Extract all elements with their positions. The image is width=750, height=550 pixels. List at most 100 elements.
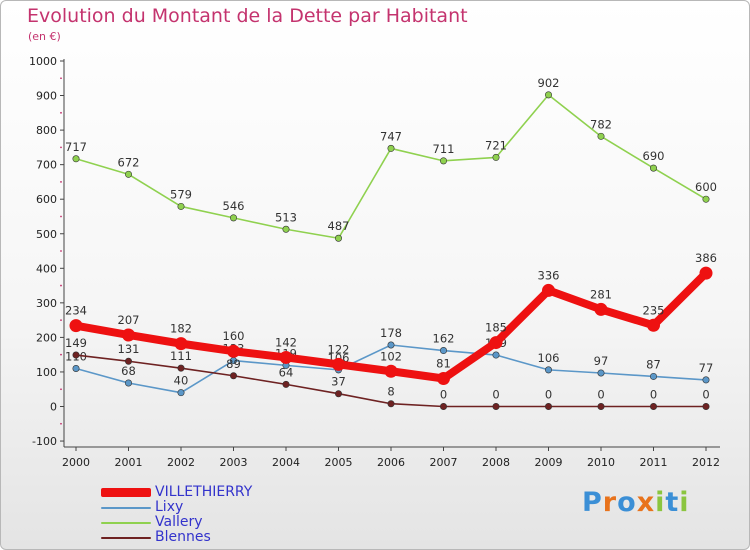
y-tick-label: 500 [36, 228, 57, 241]
y-tick-label: 300 [36, 297, 57, 310]
y-minor-tick [60, 353, 62, 356]
y-minor-tick [60, 250, 62, 252]
data-label: 8 [387, 385, 394, 399]
data-label: 149 [65, 336, 87, 350]
y-minor-tick [60, 146, 62, 149]
x-tick-label: 2012 [692, 456, 720, 469]
data-label: 690 [643, 149, 665, 163]
data-label: 89 [226, 357, 241, 371]
data-label: 81 [436, 357, 451, 371]
y-tick-label: -100 [32, 435, 57, 448]
legend-swatch [101, 537, 151, 539]
legend-item-vallery: Vallery [101, 514, 301, 530]
y-tick-label: 800 [36, 124, 57, 137]
legend-item-villethierry: VILLETHIERRY [101, 484, 301, 500]
data-point [492, 351, 500, 359]
x-tick-label: 2003 [220, 456, 248, 469]
series-vallery: 717 672 579 546 513 487 747 711 721 902 782 690 600 [65, 76, 717, 242]
data-point [492, 402, 500, 410]
chart-unit: (en €) [28, 30, 61, 43]
data-point [544, 366, 552, 374]
data-point [647, 318, 660, 332]
data-label: 0 [440, 388, 447, 402]
data-point [334, 390, 342, 398]
data-label: 717 [65, 140, 87, 154]
chart-legend: VILLETHIERRY Lixy Vallery Blennes [101, 484, 301, 545]
data-point [177, 364, 185, 372]
data-point [594, 302, 608, 316]
data-label: 182 [170, 322, 192, 336]
data-point [702, 195, 710, 203]
y-minor-tick [60, 284, 62, 287]
data-point [649, 164, 657, 172]
data-point [125, 379, 133, 387]
chart-title: Evolution du Montant de la Dette par Hab… [27, 5, 468, 27]
data-label: 40 [174, 374, 189, 388]
data-point [177, 202, 185, 210]
proxiti-logo: Proxiti [582, 487, 690, 518]
data-label: 711 [433, 142, 455, 156]
x-tick-label: 2005 [325, 456, 353, 469]
x-tick-label: 2011 [640, 456, 668, 469]
x-tick-label: 2008 [482, 456, 510, 469]
data-label: 185 [485, 321, 507, 335]
data-point [702, 402, 710, 410]
data-point [544, 91, 552, 99]
y-minor-tick [60, 181, 62, 183]
data-point [282, 380, 290, 388]
data-label: 281 [590, 287, 612, 301]
y-minor-tick [60, 77, 62, 80]
data-label: 234 [65, 304, 87, 318]
series-blennes: 149 131 111 89 64 37 8 0 0 0 0 0 0 [65, 336, 710, 410]
data-label: 97 [594, 354, 609, 368]
y-tick-label: 400 [36, 262, 57, 275]
data-label: 77 [699, 361, 714, 375]
data-point [72, 351, 80, 359]
data-label: 37 [331, 375, 346, 389]
data-label: 64 [279, 365, 294, 379]
data-point [649, 372, 657, 380]
data-label: 0 [702, 388, 709, 402]
data-label: 102 [380, 349, 402, 363]
data-label: 0 [492, 388, 499, 402]
data-label: 111 [170, 349, 192, 363]
data-label: 178 [380, 326, 402, 340]
x-tick-label: 2000 [62, 456, 90, 469]
data-label: 162 [433, 332, 455, 346]
data-point [125, 357, 133, 365]
data-label: 0 [650, 388, 657, 402]
data-label: 513 [275, 210, 297, 224]
legend-label: VILLETHIERRY [155, 484, 253, 500]
data-point [125, 170, 133, 178]
logo-letter: P [582, 487, 603, 518]
legend-item-lixy: Lixy [101, 499, 301, 515]
data-point [492, 153, 500, 161]
y-tick-label: 0 [50, 401, 57, 414]
data-label: 747 [380, 129, 402, 143]
data-point [384, 364, 398, 378]
y-minor-tick [60, 319, 62, 322]
logo-letter: r [602, 487, 618, 518]
data-point [122, 328, 135, 342]
data-point [69, 319, 83, 333]
data-point [597, 369, 605, 377]
y-tick-label: 1000 [29, 55, 57, 68]
data-point [597, 402, 605, 410]
logo-letter: i [655, 487, 666, 518]
logo-letter: t [665, 487, 680, 518]
data-label: 68 [121, 364, 136, 378]
data-label: 235 [643, 303, 665, 317]
data-label: 0 [545, 388, 552, 402]
y-tick-label: 600 [36, 193, 57, 206]
data-point [489, 336, 503, 350]
data-label: 902 [538, 76, 560, 90]
data-label: 87 [646, 357, 661, 371]
data-label: 546 [223, 199, 245, 213]
logo-letter: x [636, 487, 656, 518]
legend-label: Vallery [155, 514, 203, 530]
data-label: 131 [118, 342, 140, 356]
data-point [542, 283, 555, 297]
x-tick-label: 2010 [587, 456, 615, 469]
